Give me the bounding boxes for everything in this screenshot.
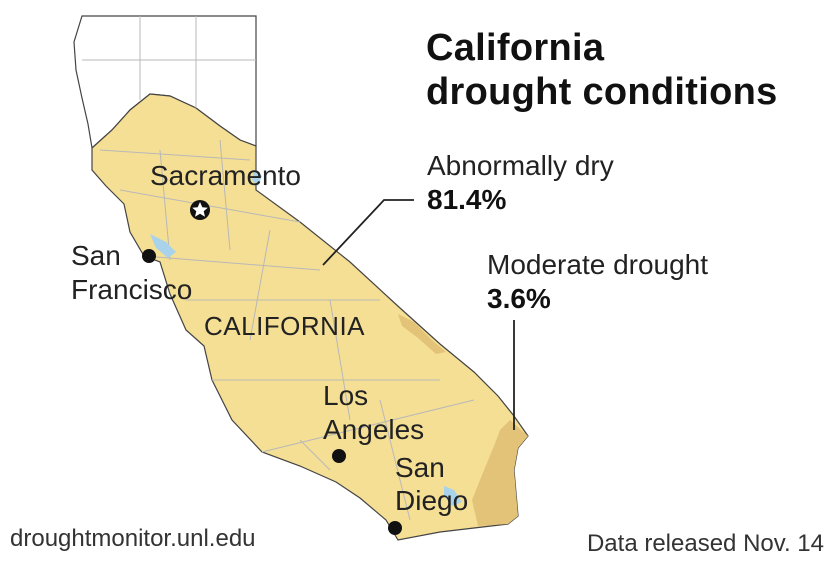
salton-sea bbox=[444, 486, 462, 506]
san-francisco-bay bbox=[150, 234, 176, 258]
city-label-los-angeles-line2: Angeles bbox=[323, 414, 425, 445]
county-boundaries bbox=[82, 16, 475, 521]
san-diego-marker bbox=[388, 521, 402, 535]
sacramento-capital-star-icon bbox=[190, 200, 210, 220]
moderate-drought-area-east bbox=[472, 420, 528, 526]
lake-tahoe bbox=[252, 170, 262, 186]
los-angeles-marker bbox=[332, 449, 346, 463]
moderate-drought-area-north bbox=[398, 314, 446, 354]
city-label-los-angeles-line1: Los bbox=[323, 380, 369, 411]
data-release-date: Data released Nov. 14 bbox=[586, 530, 824, 557]
city-label-san-diego-line1: San bbox=[395, 452, 445, 483]
moderate-drought-value: 3.6% bbox=[487, 283, 551, 314]
city-label-san-diego-line2: Diego bbox=[395, 485, 469, 516]
moderate-drought-label: Moderate drought bbox=[487, 249, 709, 280]
abnormally-dry-value: 81.4% bbox=[427, 184, 507, 215]
city-label-san-francisco-line2: Francisco bbox=[71, 274, 193, 305]
san-francisco-marker bbox=[142, 249, 156, 263]
map-title: California drought conditions bbox=[426, 26, 778, 114]
source-credit: droughtmonitor.unl.edu bbox=[10, 525, 256, 552]
city-label-san-francisco-line1: San bbox=[71, 240, 121, 271]
title-line-2: drought conditions bbox=[426, 71, 778, 113]
abnormally-dry-leader-line bbox=[322, 199, 414, 266]
city-label-sacramento: Sacramento bbox=[150, 160, 301, 191]
abnormally-dry-label: Abnormally dry bbox=[427, 150, 614, 181]
title-line-1: California bbox=[426, 27, 605, 69]
state-label: CALIFORNIA bbox=[204, 311, 366, 341]
